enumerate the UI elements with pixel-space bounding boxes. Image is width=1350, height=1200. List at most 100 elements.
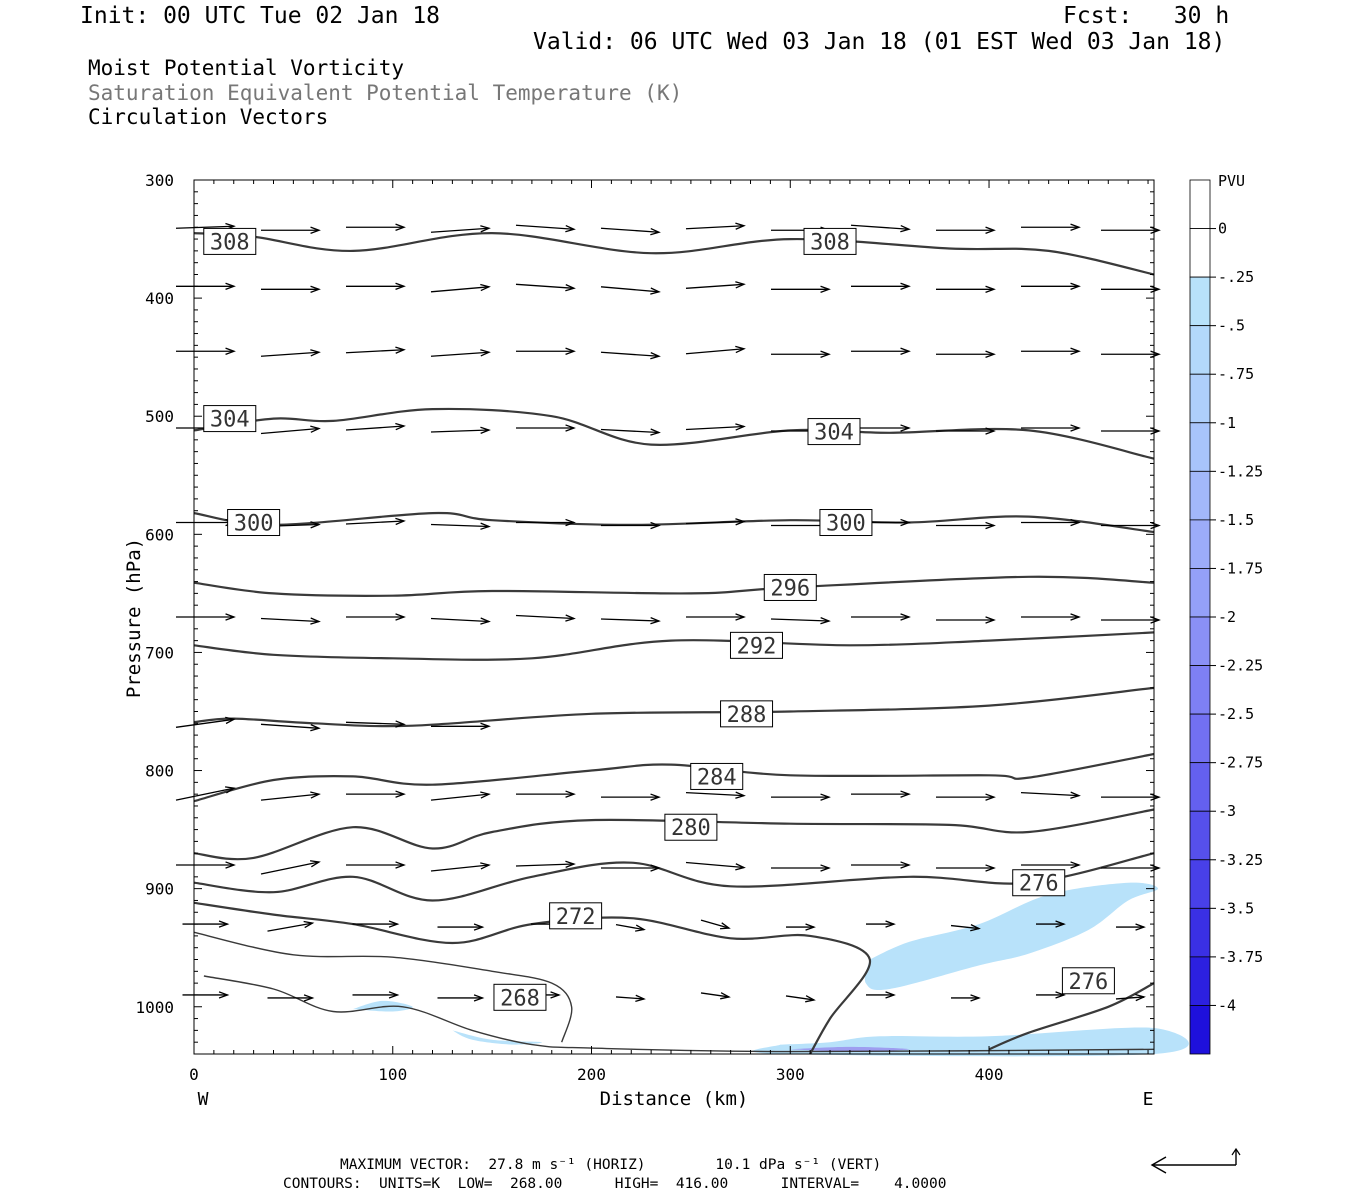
vector-arrow [437,923,485,931]
vector-head [985,226,996,234]
vector-head [565,347,576,355]
vector-arrow [515,224,576,233]
vector-arrow [175,716,236,728]
vector-head [820,350,831,358]
vector-head [820,617,831,625]
vector-arrow [786,923,816,931]
vector-head [225,786,236,794]
vector-arrow [430,522,491,530]
vector-shaft [685,225,745,230]
contour-label-text: 268 [500,986,540,1011]
vector-arrow [851,282,911,290]
vector-arrow [1021,518,1081,527]
vector-head [550,991,561,999]
contour-label-text: 304 [210,408,250,433]
vector-head [565,284,576,292]
vector-head [650,864,661,872]
vector-shaft [785,995,815,1001]
vector-head [900,613,911,621]
colorbar-swatch [1189,179,1211,229]
vector-arrow [260,617,321,625]
vector-arrow [346,223,406,231]
vector-head [885,991,896,999]
vector-head [1150,521,1161,530]
contour-label-box [803,227,857,255]
vector-head [1070,791,1081,799]
vector-arrow [261,285,321,293]
vector-arrow [515,614,576,622]
vector-arrow [700,919,731,930]
vector-shaft [615,996,645,1000]
vector-arrow [182,920,230,928]
contour-label-box [763,573,817,601]
vector-head [985,616,996,624]
vector-arrow [345,346,406,354]
vector-shaft [685,861,745,869]
vector-arrow [866,991,896,999]
vector-head [820,793,831,801]
init-time: Init: 00 UTC Tue 02 Jan 18 [80,3,441,29]
colorbar-label: -3.25 [1218,851,1263,869]
vector-shaft [260,793,320,801]
vector-shaft [850,224,910,230]
vector-arrow [936,521,996,530]
vector-head [900,347,911,355]
vector-arrow [615,923,646,932]
contour-label: 300 [819,509,873,537]
vector-arrow [771,350,831,358]
colorbar-label: -2.75 [1218,754,1263,772]
vector-shaft [430,793,490,801]
vector-shaft [1115,996,1145,1000]
vector-head [473,994,485,1002]
colorbar-swatch [1189,1005,1211,1055]
vector-arrow [346,613,406,621]
pv-colorbar: 0 -.25 -.5 -.75 -1 -1.25 -1.5 -1.75 -2 -2.25 -2.5 -… [1189,179,1263,1055]
contour-label-box [1012,869,1066,897]
y-tick-label: 800 [145,762,174,781]
vector-shaft [345,349,405,354]
x-tick-label: 200 [577,1065,606,1084]
vector-arrow [346,861,406,869]
vector-arrow [352,991,400,999]
vector-head [395,223,406,231]
contour-268 [193,931,573,1043]
contour-label-text: 276 [1069,970,1109,995]
vector-head [735,863,746,871]
contour-label-box [227,509,281,537]
vector-shaft [430,227,490,233]
vector-head [735,613,746,621]
colorbar-label: -.5 [1218,317,1245,335]
mpv-region-0 [864,882,1158,991]
vector-arrow [685,345,746,355]
vector-arrow [936,350,996,358]
vector-head [635,924,646,932]
vector-arrow [516,790,576,798]
y-tick-label: 500 [145,407,174,426]
contour-label: 296 [763,573,817,601]
vector-head [900,224,911,233]
contour-label-text: 276 [1019,872,1059,897]
vector-head [635,994,646,1003]
vector-arrow [685,791,746,799]
vector-head [1135,923,1146,931]
contour-284 [193,752,1155,803]
west-label: W [198,1089,209,1110]
vector-head [900,424,911,432]
vector-head [565,424,576,432]
vector-arrow [260,791,321,801]
vector-arrow [346,282,406,290]
colorbar-swatch [1189,665,1211,715]
colorbar-swatch [1189,276,1211,327]
vector-shaft [615,923,645,931]
mpv-region-3 [452,1030,543,1045]
vector-head [900,790,911,798]
vector-arrow [516,424,576,432]
vector-arrow [1020,791,1081,799]
vector-head [735,345,746,354]
vector-shaft [950,924,980,930]
vector-shaft [430,523,490,528]
vector-arrow [260,723,321,732]
contour-label-box [819,509,873,537]
vector-arrow [950,924,981,932]
contour-label-text: 308 [210,230,250,255]
